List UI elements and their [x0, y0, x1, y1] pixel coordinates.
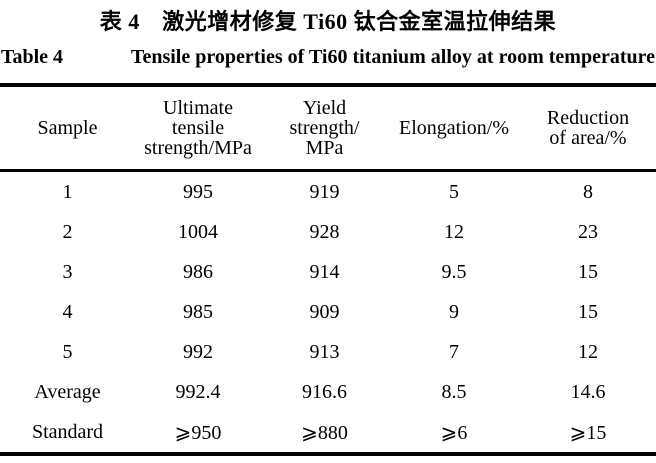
cell-sample: 1 [62, 180, 73, 203]
table-body: 1 995 919 5 8 2 1004 928 12 23 3 986 914… [0, 171, 656, 455]
cell-sample: Average [34, 380, 101, 403]
table-row-average: Average 992.4 916.6 8.5 14.6 [0, 372, 656, 412]
cell-elongation: ⩾6 [440, 421, 468, 444]
col-header-yield-strength: Yield strength/ MPa [261, 85, 388, 172]
cell-ys: 916.6 [302, 380, 347, 403]
cell-uts: 995 [183, 180, 213, 203]
tensile-properties-table: Sample Ultimate tensile strength/MPa Yie… [0, 83, 656, 456]
table-row-sample-3: 3 986 914 9.5 15 [0, 252, 656, 292]
cell-ys: ⩾880 [301, 421, 348, 444]
cell-ys: 913 [309, 340, 340, 363]
cell-ys: 928 [309, 220, 340, 243]
table-row-standard: Standard ⩾950 ⩾880 ⩾6 ⩾15 [0, 412, 656, 454]
table-row-sample-5: 5 992 913 7 12 [0, 332, 656, 372]
col-header-reduction-of-area: Reduction of area/% [520, 85, 656, 172]
col-header-sample: Sample [0, 85, 135, 172]
cell-uts: ⩾950 [174, 421, 222, 444]
cell-reduction: 15 [578, 260, 598, 283]
cell-elongation: 12 [444, 220, 464, 243]
col-header-ultimate-tensile-strength: Ultimate tensile strength/MPa [135, 85, 261, 172]
cell-sample: 4 [62, 300, 73, 323]
table-header: Sample Ultimate tensile strength/MPa Yie… [0, 85, 656, 172]
cell-elongation: 5 [449, 180, 459, 203]
table-row-sample-2: 2 1004 928 12 23 [0, 212, 656, 252]
cell-ys: 914 [309, 260, 340, 283]
cell-elongation: 8.5 [441, 380, 467, 403]
cell-reduction: 23 [578, 220, 598, 243]
cell-reduction: 14.6 [570, 380, 606, 403]
cell-sample: 2 [62, 220, 73, 243]
cell-uts: 985 [183, 300, 213, 323]
header-row: Sample Ultimate tensile strength/MPa Yie… [0, 85, 656, 172]
table-caption-chinese: 表 4 激光增材修复 Ti60 钛合金室温拉伸结果 [99, 9, 557, 34]
col-header-elongation: Elongation/% [388, 85, 520, 172]
cell-uts: 1004 [178, 220, 218, 243]
cell-reduction: ⩾15 [569, 421, 607, 444]
cell-sample: 3 [62, 260, 73, 283]
cell-elongation: 7 [449, 340, 459, 363]
table-caption-label: Table 4 [1, 45, 64, 68]
table-caption-text: Tensile properties of Ti60 titanium allo… [130, 45, 655, 68]
cell-ys: 909 [309, 300, 340, 323]
cell-ys: 919 [309, 180, 340, 203]
cell-reduction: 8 [583, 180, 593, 203]
table-row-sample-4: 4 985 909 9 15 [0, 292, 656, 332]
cell-elongation: 9 [449, 300, 459, 323]
cell-sample: 5 [62, 340, 73, 363]
cell-uts: 992 [183, 340, 213, 363]
cell-reduction: 15 [578, 300, 598, 323]
cell-elongation: 9.5 [441, 260, 467, 283]
cell-uts: 992.4 [175, 380, 221, 403]
cell-reduction: 12 [578, 340, 598, 363]
table-caption-english: Table 4 Tensile properties of Ti60 titan… [0, 43, 656, 71]
cell-uts: 986 [183, 260, 213, 283]
cell-sample: Standard [31, 420, 104, 443]
table-row-sample-1: 1 995 919 5 8 [0, 171, 656, 213]
